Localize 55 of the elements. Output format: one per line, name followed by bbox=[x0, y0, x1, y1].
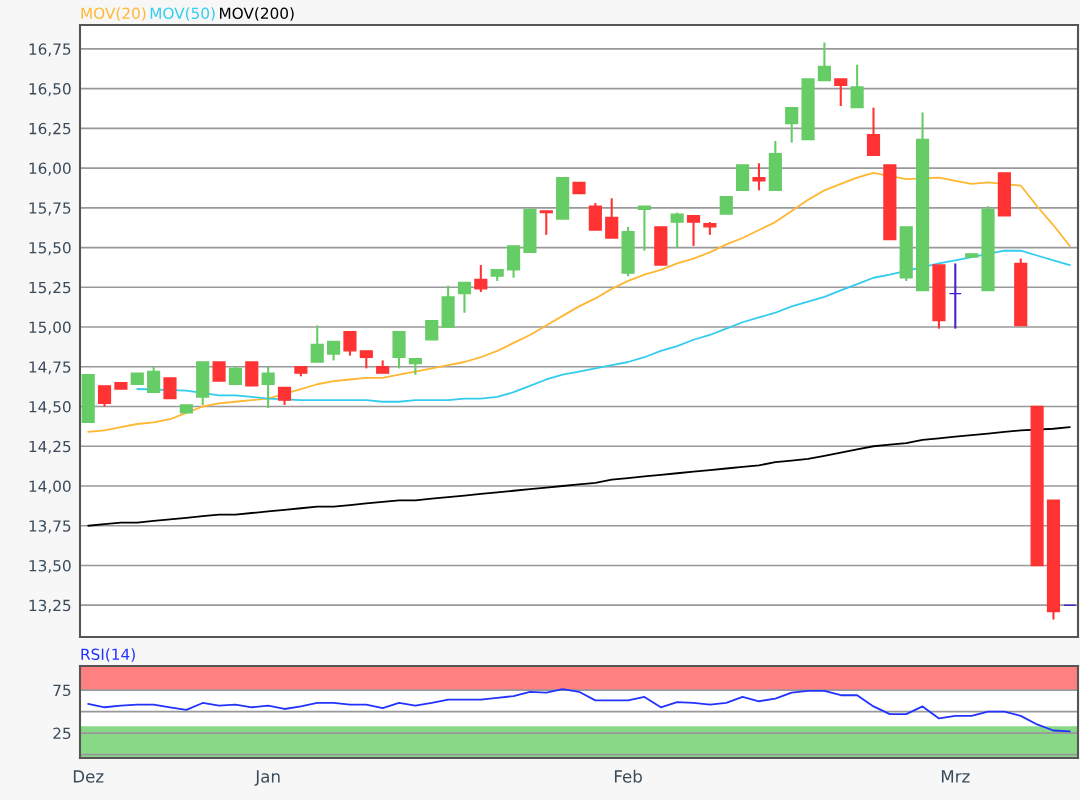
x-tick-label: Dez bbox=[73, 770, 104, 783]
candlestick bbox=[147, 365, 161, 394]
y-tick-label: 16,25 bbox=[29, 122, 71, 136]
candlestick bbox=[850, 63, 864, 109]
y-tick-label: 15,50 bbox=[29, 242, 71, 256]
candlestick bbox=[539, 209, 553, 236]
candlestick bbox=[752, 162, 766, 192]
candlestick bbox=[97, 384, 112, 408]
candlestick bbox=[261, 365, 275, 410]
line-series bbox=[87, 688, 1071, 733]
text: MOV(50) bbox=[150, 7, 215, 21]
candlestick bbox=[785, 106, 799, 144]
candlestick bbox=[343, 330, 357, 357]
line-series bbox=[87, 171, 1071, 433]
x-tick-label: Jan bbox=[254, 770, 280, 786]
candlestick bbox=[817, 41, 831, 82]
x-tick-label: Feb bbox=[614, 769, 642, 783]
y-tick-label: 15,75 bbox=[29, 202, 71, 216]
candlestick bbox=[834, 78, 848, 108]
candlestick bbox=[425, 319, 439, 341]
y-tick-label: 15,00 bbox=[29, 321, 71, 335]
candlestick bbox=[163, 377, 177, 400]
candlestick bbox=[670, 211, 684, 249]
text: MOV(20) bbox=[81, 7, 146, 21]
y-tick-label: 13,50 bbox=[29, 559, 71, 574]
candlestick bbox=[457, 281, 472, 314]
y-tick-label: 14,00 bbox=[29, 480, 71, 494]
x-tick-label: Mrz bbox=[941, 770, 970, 783]
candlestick bbox=[605, 197, 619, 240]
y-tick-label: 14,75 bbox=[29, 361, 71, 375]
y-tick-label: 75 bbox=[53, 684, 71, 697]
candlestick bbox=[474, 263, 488, 294]
line-series bbox=[136, 249, 1071, 403]
candlestick bbox=[327, 340, 341, 362]
candlestick bbox=[212, 361, 226, 382]
y-tick-label: 13,25 bbox=[29, 599, 71, 613]
candlestick bbox=[506, 244, 521, 279]
y-tick-label: 16,00 bbox=[29, 162, 71, 176]
y-tick-label: 13,75 bbox=[29, 520, 71, 534]
y-tick-label: 16,75 bbox=[29, 43, 71, 57]
y-tick-label: 25 bbox=[53, 727, 71, 740]
candlestick bbox=[686, 214, 701, 247]
candlestick bbox=[866, 106, 881, 157]
candlestick bbox=[310, 324, 324, 364]
text: MOV(200) bbox=[220, 7, 294, 21]
text: RSI(14) bbox=[81, 648, 135, 662]
candlestick bbox=[637, 205, 652, 252]
y-tick-label: 14,25 bbox=[29, 440, 71, 454]
y-tick-label: 14,50 bbox=[29, 400, 71, 415]
line-series bbox=[87, 426, 1071, 527]
candlestick bbox=[948, 262, 962, 330]
candlestick bbox=[588, 202, 602, 232]
y-tick-label: 16,50 bbox=[29, 83, 71, 97]
candlestick bbox=[245, 360, 259, 387]
y-tick-label: 15,25 bbox=[29, 281, 71, 295]
